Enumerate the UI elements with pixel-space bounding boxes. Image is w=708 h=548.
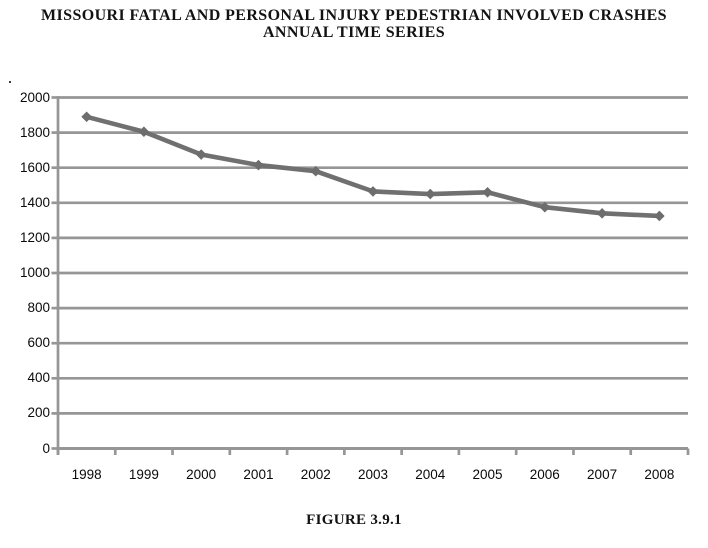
x-axis-label: 2005 [472,467,503,482]
y-axis-label: 800 [27,300,50,316]
figure-caption: FIGURE 3.9.1 [306,512,402,528]
y-axis-label: 200 [27,405,50,421]
y-axis-label: 400 [27,370,50,386]
data-point-marker [596,208,608,219]
x-axis-label: 2001 [243,467,274,482]
data-point-marker [138,126,150,138]
data-point-marker [424,188,436,200]
y-axis-label: 1200 [19,229,50,245]
data-point-marker [310,165,322,177]
x-axis-label: 2002 [300,467,331,482]
x-axis-label: 2008 [644,467,675,482]
x-axis-label: 2007 [587,467,618,482]
x-axis-label: 1998 [71,467,102,482]
y-axis-label: 1600 [19,159,50,175]
x-axis-label: 2006 [529,467,560,482]
chart-title-line2: ANNUAL TIME SERIES [262,24,446,41]
data-point-marker [81,111,92,123]
data-point-marker [482,186,493,198]
x-axis-label: 2000 [186,467,217,482]
y-axis-label: 1400 [19,194,50,210]
x-axis-label: 2004 [415,467,446,482]
y-axis-label: 1800 [19,124,50,140]
x-axis-label: 1999 [128,467,159,482]
data-point-marker [539,201,551,213]
data-point-marker [195,149,207,160]
y-axis-label: 1000 [19,265,50,280]
chart-title: MISSOURI FATAL AND PERSONAL INJURY PEDES… [0,7,708,41]
y-axis-label: 600 [27,335,50,351]
data-point-marker [253,159,264,171]
stray-mark [9,81,11,83]
x-axis-label: 2003 [357,467,389,482]
y-axis-label: 2000 [19,89,50,105]
chart-title-line1: MISSOURI FATAL AND PERSONAL INJURY PEDES… [41,7,667,24]
data-point-marker [367,186,379,197]
data-point-marker [654,210,665,222]
y-axis-label: 0 [42,440,50,456]
